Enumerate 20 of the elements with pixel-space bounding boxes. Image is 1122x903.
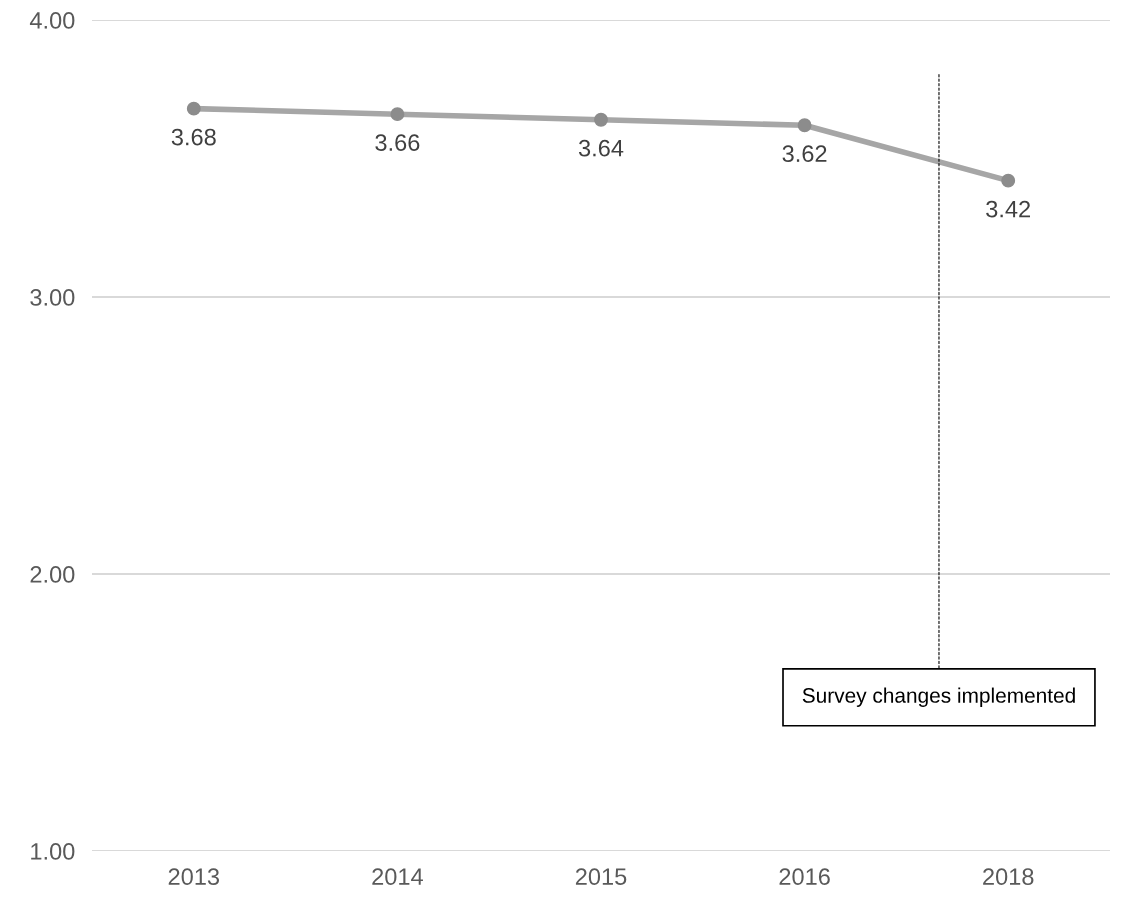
data-label: 3.62	[782, 145, 827, 163]
y-tick-label: 4.00	[29, 12, 75, 29]
point	[186, 101, 201, 116]
point	[390, 107, 405, 122]
x-tick-label: 2016	[779, 868, 830, 886]
x-tick-label: 2015	[575, 868, 627, 886]
data-label: 3.64	[578, 139, 624, 157]
y-tick-label: 2.00	[30, 566, 75, 583]
x-tick-label: 2013	[168, 868, 220, 886]
data-label: 3.68	[171, 128, 216, 146]
y-tick-label: 1.00	[31, 843, 75, 860]
y-tick-label: 3.00	[30, 289, 75, 306]
data-label: 3.42	[986, 200, 1030, 218]
x-tick-label: 2014	[372, 868, 423, 886]
point	[1001, 173, 1016, 188]
data-label: 3.66	[375, 134, 420, 151]
x-tick-label: 2018	[983, 868, 1034, 886]
annotation: Survey changes implemented	[802, 687, 1075, 707]
point	[797, 118, 812, 133]
point	[594, 112, 608, 127]
